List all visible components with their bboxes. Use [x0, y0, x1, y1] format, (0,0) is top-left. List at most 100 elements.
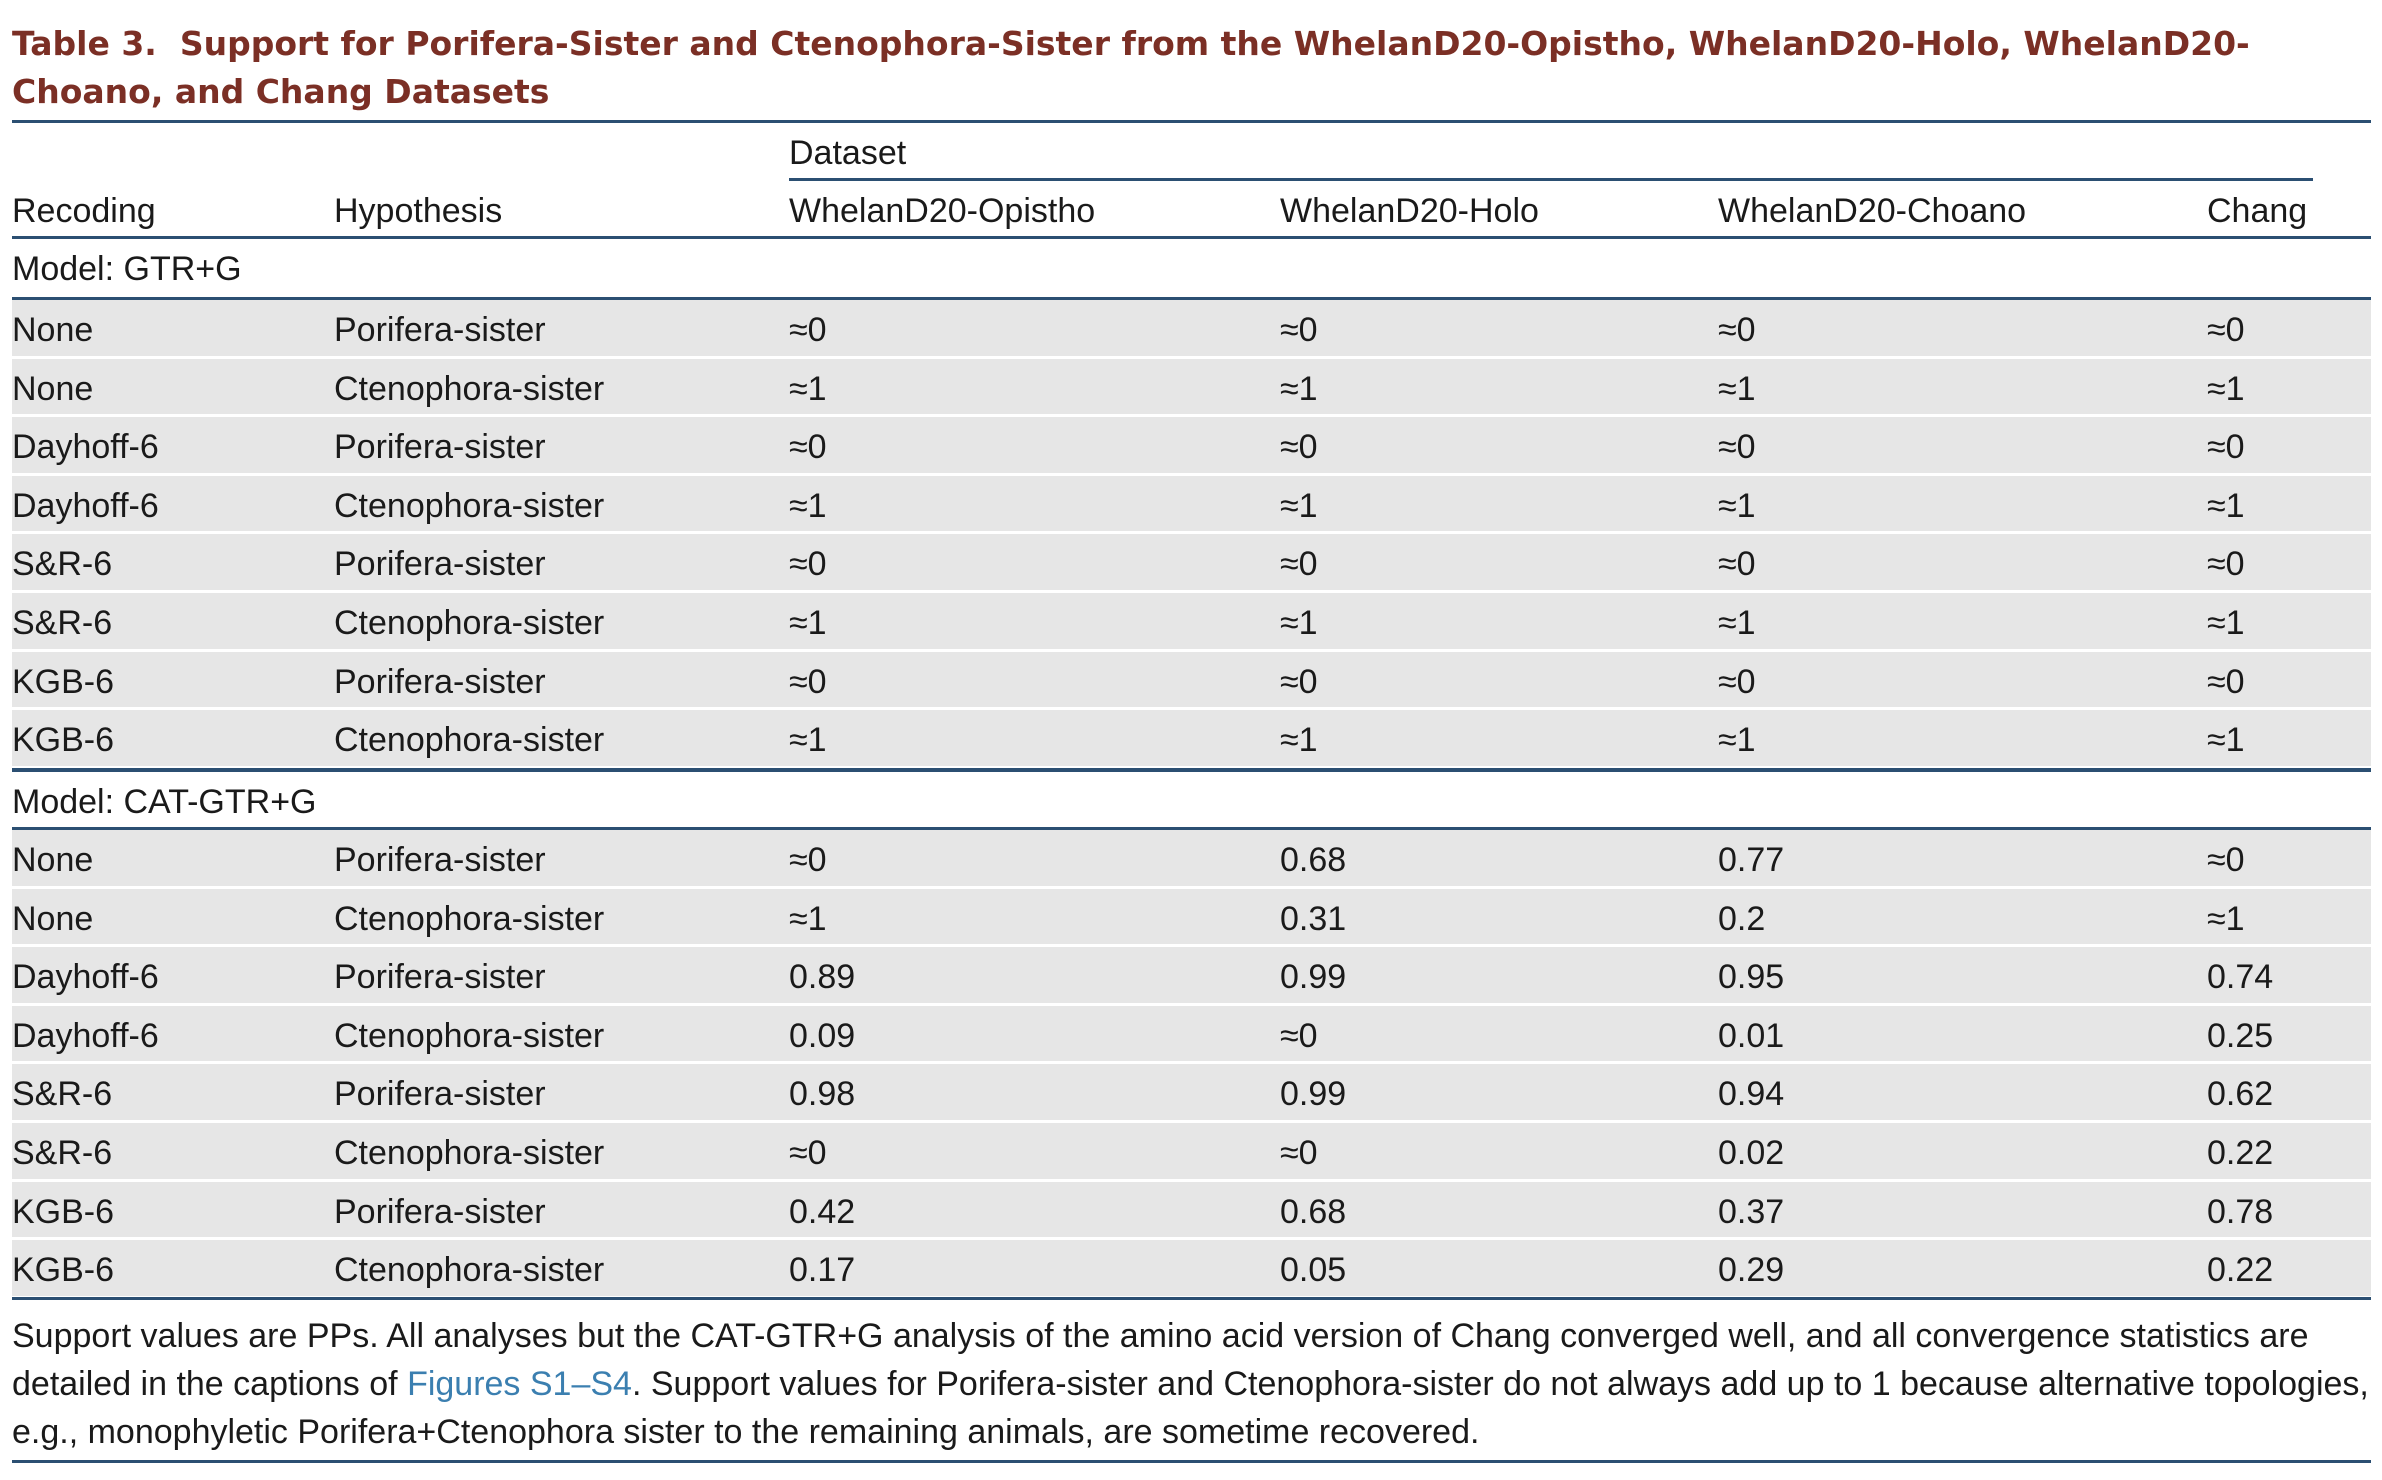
value-cell: 0.17 — [789, 1251, 856, 1290]
table-row: Dayhoff-6 Porifera-sister ≈0 ≈0 ≈0 ≈0 — [12, 417, 2371, 473]
value-cell: ≈0 — [789, 662, 827, 701]
value-cell: ≈0 — [1718, 545, 1756, 584]
table-title: Support for Porifera-Sister and Ctenopho… — [12, 24, 2250, 111]
table-row: KGB-6 Porifera-sister ≈0 ≈0 ≈0 ≈0 — [12, 651, 2371, 708]
value-cell: 0.62 — [2207, 1075, 2274, 1114]
hypothesis-cell: Porifera-sister — [334, 1192, 546, 1231]
table-row: S&R-6 Porifera-sister ≈0 ≈0 ≈0 ≈0 — [12, 534, 2371, 590]
value-cell: ≈0 — [2207, 662, 2245, 701]
value-cell: ≈0 — [1718, 428, 1756, 467]
value-cell: ≈0 — [1718, 311, 1756, 349]
value-cell: ≈1 — [1718, 369, 1756, 408]
header-recoding: Recoding — [12, 192, 156, 230]
hypothesis-cell: Porifera-sister — [334, 428, 546, 467]
table-label: Table 3. — [12, 24, 157, 63]
value-cell: 0.42 — [789, 1192, 856, 1231]
recoding-cell: None — [12, 369, 94, 408]
value-cell: ≈1 — [2207, 486, 2245, 525]
value-cell: ≈1 — [1280, 486, 1318, 525]
recoding-cell: KGB-6 — [12, 662, 115, 701]
header-dataset-opistho: WhelanD20-Opistho — [789, 192, 1096, 230]
value-cell: ≈0 — [1280, 662, 1318, 701]
header-dataset-chang: Chang — [2207, 192, 2308, 230]
footer-rule — [12, 1460, 2371, 1463]
value-cell: 0.37 — [1718, 1192, 1785, 1231]
hypothesis-cell: Porifera-sister — [334, 958, 546, 997]
figures-link[interactable]: Figures S1–S4 — [407, 1365, 632, 1403]
recoding-cell: KGB-6 — [12, 1251, 115, 1290]
table-row: Dayhoff-6 Porifera-sister 0.89 0.99 0.95 0.74 — [12, 947, 2371, 1003]
hypothesis-cell: Ctenophora-sister — [334, 721, 605, 760]
section-rule — [12, 768, 2371, 772]
table-row: S&R-6 Porifera-sister 0.98 0.99 0.94 0.62 — [12, 1064, 2371, 1120]
value-cell: ≈1 — [789, 604, 827, 642]
value-cell: ≈1 — [2207, 369, 2245, 408]
value-cell: ≈0 — [789, 841, 827, 879]
table-caption: Table 3. Support for Porifera-Sister and… — [12, 20, 2372, 116]
value-cell: ≈0 — [2207, 311, 2245, 349]
recoding-cell: S&R-6 — [12, 604, 113, 642]
table-row: KGB-6 Porifera-sister 0.42 0.68 0.37 0.78 — [12, 1181, 2371, 1238]
value-cell: 0.94 — [1718, 1075, 1785, 1114]
hypothesis-cell: Porifera-sister — [334, 1075, 546, 1114]
value-cell: ≈0 — [789, 428, 827, 467]
hypothesis-cell: Porifera-sister — [334, 545, 546, 584]
recoding-cell: Dayhoff-6 — [12, 958, 159, 997]
table-row: None Porifera-sister ≈0 ≈0 ≈0 ≈0 — [12, 300, 2371, 356]
table-row: S&R-6 Ctenophora-sister ≈0 ≈0 0.02 0.22 — [12, 1123, 2371, 1179]
section-label-row: Model: GTR+G — [12, 239, 2371, 298]
value-cell: ≈0 — [1718, 662, 1756, 701]
recoding-cell: Dayhoff-6 — [12, 1016, 159, 1055]
value-cell: ≈1 — [1280, 369, 1318, 408]
value-cell: 0.22 — [2207, 1134, 2274, 1172]
table-row: KGB-6 Ctenophora-sister 0.17 0.05 0.29 0.22 — [12, 1240, 2371, 1296]
value-cell: ≈0 — [2207, 545, 2245, 584]
value-cell: ≈0 — [1280, 1134, 1318, 1172]
bottom-rule — [12, 1297, 2371, 1300]
hypothesis-cell: Porifera-sister — [334, 841, 546, 879]
recoding-cell: S&R-6 — [12, 545, 113, 584]
value-cell: ≈1 — [1718, 721, 1756, 760]
value-cell: ≈1 — [789, 369, 827, 408]
recoding-cell: None — [12, 899, 94, 938]
value-cell: ≈0 — [1280, 1016, 1318, 1055]
header-dataset-holo: WhelanD20-Holo — [1280, 192, 1539, 230]
value-cell: ≈1 — [789, 899, 827, 938]
value-cell: ≈1 — [2207, 899, 2245, 938]
value-cell: 0.68 — [1280, 1192, 1347, 1231]
value-cell: 0.95 — [1718, 958, 1785, 997]
hypothesis-cell: Ctenophora-sister — [334, 1251, 605, 1290]
header-rule — [12, 236, 2371, 239]
value-cell: ≈1 — [1718, 604, 1756, 642]
table-footnote: Support values are PPs. All analyses but… — [12, 1312, 2374, 1456]
value-cell: ≈0 — [2207, 841, 2245, 879]
table-row: Dayhoff-6 Ctenophora-sister 0.09 ≈0 0.01 0.25 — [12, 1005, 2371, 1062]
value-cell: 0.99 — [1280, 1075, 1347, 1114]
value-cell: 0.01 — [1718, 1016, 1785, 1055]
hypothesis-cell: Ctenophora-sister — [334, 604, 605, 642]
recoding-cell: S&R-6 — [12, 1075, 113, 1114]
recoding-cell: KGB-6 — [12, 721, 115, 760]
value-cell: ≈1 — [1280, 604, 1318, 642]
table-row: None Ctenophora-sister ≈1 0.31 0.2 ≈1 — [12, 888, 2371, 945]
value-cell: 0.29 — [1718, 1251, 1785, 1290]
hypothesis-cell: Ctenophora-sister — [334, 486, 605, 525]
value-cell: 0.2 — [1718, 899, 1766, 938]
value-cell: 0.68 — [1280, 841, 1347, 879]
value-cell: ≈1 — [1280, 721, 1318, 760]
model-label: Model: CAT-GTR+G — [12, 783, 317, 821]
value-cell: 0.05 — [1280, 1251, 1347, 1290]
table-row: None Porifera-sister ≈0 0.68 0.77 ≈0 — [12, 830, 2371, 886]
value-cell: ≈0 — [1280, 311, 1318, 349]
recoding-cell: KGB-6 — [12, 1192, 115, 1231]
value-cell: ≈1 — [2207, 721, 2245, 760]
value-cell: 0.77 — [1718, 841, 1785, 879]
value-cell: 0.78 — [2207, 1192, 2274, 1231]
value-cell: 0.09 — [789, 1016, 856, 1055]
value-cell: ≈0 — [789, 545, 827, 584]
value-cell: ≈0 — [1280, 545, 1318, 584]
value-cell: ≈0 — [2207, 428, 2245, 467]
recoding-cell: S&R-6 — [12, 1134, 113, 1172]
section-label-row: Model: CAT-GTR+G — [12, 772, 2371, 831]
